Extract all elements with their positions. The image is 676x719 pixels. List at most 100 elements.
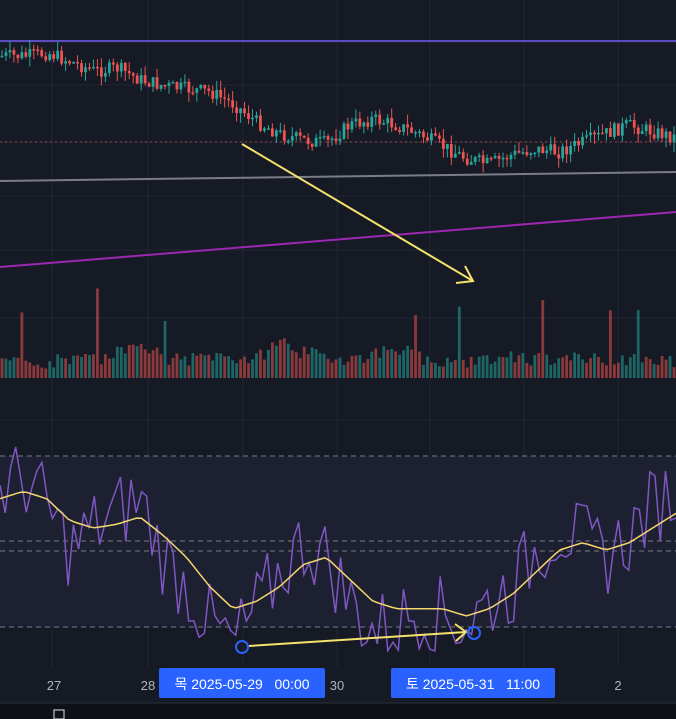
candle-body xyxy=(318,136,322,139)
candle-body xyxy=(465,158,469,165)
candle-body xyxy=(449,143,453,158)
candle-body xyxy=(215,89,219,99)
divergence-arrow[interactable] xyxy=(241,143,475,284)
candle-body xyxy=(40,50,44,57)
volume-bar xyxy=(167,364,171,378)
volume-bar xyxy=(0,358,4,378)
volume-bar xyxy=(668,356,672,378)
candle-body xyxy=(664,131,668,139)
candle-body xyxy=(445,143,449,149)
x-axis: 27 28 30 2 목 2025-05-29 00:00 토 2025-05-… xyxy=(0,667,676,703)
candle-body xyxy=(155,77,159,89)
candle-body xyxy=(28,49,32,57)
candle-body xyxy=(624,120,628,124)
volume-bar xyxy=(620,355,624,378)
candle-body xyxy=(601,132,604,135)
volume-bar xyxy=(310,347,314,378)
calendar-icon[interactable] xyxy=(53,709,65,719)
volume-bar xyxy=(48,361,52,378)
volume-bar xyxy=(557,358,561,378)
candle-body xyxy=(52,54,56,59)
candle-body xyxy=(577,140,580,146)
volume-bar xyxy=(410,349,413,378)
volume-bar xyxy=(263,359,266,378)
candle-body xyxy=(167,82,171,86)
volume-bar xyxy=(390,348,394,378)
volume-bar xyxy=(24,360,28,378)
volume-bar xyxy=(394,351,398,378)
oscillator-panel[interactable] xyxy=(0,446,676,654)
volume-bar xyxy=(111,358,115,378)
volume-bar xyxy=(151,350,155,378)
candle-body xyxy=(203,84,207,89)
volume-bar xyxy=(183,356,187,378)
price-panel[interactable] xyxy=(0,39,676,284)
volume-bar xyxy=(489,363,493,378)
candle-body xyxy=(342,123,346,139)
rsi-ma-line[interactable] xyxy=(0,491,676,617)
candle-body xyxy=(306,137,310,145)
volume-bar xyxy=(406,345,409,378)
volume-bar xyxy=(179,359,183,378)
volume-bar xyxy=(509,351,513,378)
candle-body xyxy=(382,123,386,125)
volume-bar xyxy=(481,355,485,378)
candle-body xyxy=(497,156,501,159)
candle-body xyxy=(620,123,624,136)
crosshair-text-left: 목 2025-05-29 00:00 xyxy=(174,676,309,692)
candle-body xyxy=(314,137,318,147)
rising-trendline[interactable] xyxy=(0,211,676,268)
candle-body xyxy=(131,73,135,76)
volume-bar xyxy=(135,346,139,378)
candle-body xyxy=(593,132,596,135)
candle-body xyxy=(195,88,199,93)
candle-body xyxy=(537,146,541,153)
candle-body xyxy=(608,128,612,137)
candle-body xyxy=(143,75,147,84)
volume-bar xyxy=(84,353,87,378)
volume-bar xyxy=(219,353,223,378)
volume-bar xyxy=(652,363,656,378)
candle-body xyxy=(111,62,115,65)
candle-body xyxy=(402,124,406,132)
volume-bar xyxy=(640,362,644,378)
volume-bar xyxy=(422,364,425,378)
candle-body xyxy=(151,77,155,87)
volume-panel xyxy=(0,288,676,378)
volume-bar xyxy=(68,364,71,378)
candle-body xyxy=(294,132,298,136)
volume-bar xyxy=(346,361,350,378)
candle-body xyxy=(96,66,99,69)
pivot-marker-left[interactable] xyxy=(235,640,249,654)
volume-bar xyxy=(159,354,163,378)
volume-bar xyxy=(56,354,60,378)
candle-body xyxy=(139,75,143,84)
pivot-marker-right[interactable] xyxy=(467,626,481,640)
volume-bar xyxy=(612,364,616,378)
candle-body xyxy=(640,131,644,135)
candle-body xyxy=(286,140,290,143)
volume-bar xyxy=(445,357,449,378)
x-tick-28: 28 xyxy=(141,678,155,693)
candle-body xyxy=(8,50,12,53)
volume-bar xyxy=(326,358,330,378)
rsi-line[interactable] xyxy=(0,446,676,654)
volume-bar xyxy=(636,310,640,378)
gray-level[interactable] xyxy=(0,171,676,182)
candle-body xyxy=(668,131,672,143)
volume-bar xyxy=(382,346,386,378)
candle-body xyxy=(235,107,238,114)
volume-bar xyxy=(278,339,282,378)
candle-body xyxy=(521,152,525,154)
volume-bar xyxy=(207,354,211,378)
candle-body xyxy=(569,145,573,155)
volume-bar xyxy=(175,353,179,378)
candles xyxy=(0,39,676,173)
divergence-arrow-oscillator[interactable] xyxy=(248,623,468,647)
volume-bar xyxy=(100,364,103,378)
candle-body xyxy=(274,130,278,137)
volume-bar xyxy=(115,346,119,378)
candle-body xyxy=(270,128,274,137)
candle-body xyxy=(163,85,167,87)
